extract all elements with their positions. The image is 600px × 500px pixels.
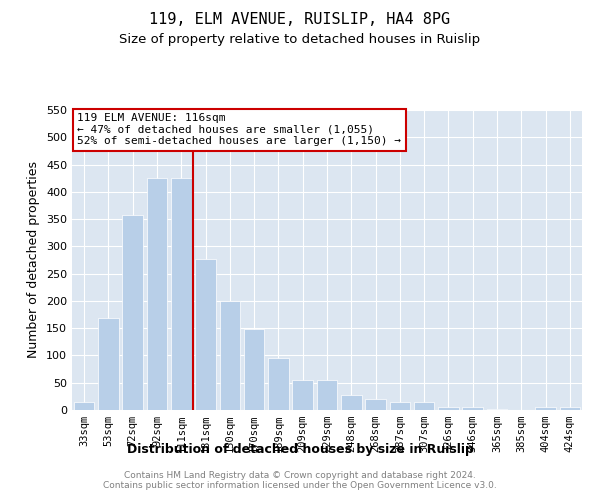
- Bar: [463, 406, 483, 410]
- Bar: [341, 394, 362, 410]
- Text: 119 ELM AVENUE: 116sqm
← 47% of detached houses are smaller (1,055)
52% of semi-: 119 ELM AVENUE: 116sqm ← 47% of detached…: [77, 113, 401, 146]
- Bar: [268, 358, 289, 410]
- Bar: [98, 318, 119, 410]
- Bar: [146, 178, 167, 410]
- Text: Distribution of detached houses by size in Ruislip: Distribution of detached houses by size …: [127, 442, 473, 456]
- Y-axis label: Number of detached properties: Number of detached properties: [28, 162, 40, 358]
- Bar: [292, 380, 313, 410]
- Bar: [244, 328, 265, 410]
- Bar: [535, 408, 556, 410]
- Text: Contains HM Land Registry data © Crown copyright and database right 2024.
Contai: Contains HM Land Registry data © Crown c…: [103, 470, 497, 490]
- Bar: [317, 380, 337, 410]
- Bar: [74, 402, 94, 410]
- Bar: [438, 406, 459, 410]
- Bar: [487, 409, 508, 410]
- Bar: [122, 216, 143, 410]
- Bar: [195, 259, 216, 410]
- Bar: [560, 408, 580, 410]
- Text: 119, ELM AVENUE, RUISLIP, HA4 8PG: 119, ELM AVENUE, RUISLIP, HA4 8PG: [149, 12, 451, 28]
- Bar: [389, 402, 410, 410]
- Bar: [171, 178, 191, 410]
- Bar: [220, 301, 240, 410]
- Text: Size of property relative to detached houses in Ruislip: Size of property relative to detached ho…: [119, 32, 481, 46]
- Bar: [414, 402, 434, 410]
- Bar: [365, 398, 386, 410]
